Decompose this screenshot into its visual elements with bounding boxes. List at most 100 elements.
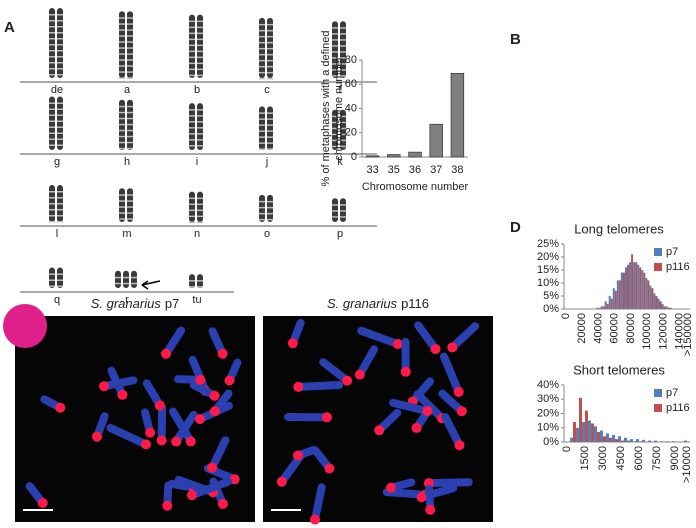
band xyxy=(127,65,133,67)
chromatid xyxy=(119,11,125,78)
telomere-signal xyxy=(55,402,66,413)
chromosome xyxy=(127,11,133,79)
band xyxy=(127,105,133,108)
chromosome xyxy=(142,379,162,407)
band xyxy=(189,286,195,288)
telomere-signal xyxy=(117,389,128,400)
band xyxy=(49,50,55,52)
band xyxy=(189,44,195,47)
band xyxy=(267,53,273,56)
chromosome-label: q xyxy=(54,294,60,306)
x-tick-label: 7500 xyxy=(651,446,663,470)
telomere-signal xyxy=(456,406,467,417)
band xyxy=(49,273,55,275)
chromosome-label: r xyxy=(125,294,129,306)
chromosome xyxy=(131,270,137,288)
chromosome-label: l xyxy=(56,228,58,240)
bar xyxy=(612,434,615,442)
chromosome-label: j xyxy=(265,156,268,168)
telomere-signal xyxy=(224,375,235,386)
band xyxy=(267,41,273,44)
band xyxy=(197,44,203,47)
chromosome xyxy=(49,185,55,223)
band xyxy=(332,145,338,148)
chromosome xyxy=(213,389,233,413)
band xyxy=(57,68,63,70)
band xyxy=(119,212,125,214)
chromosome xyxy=(163,481,173,506)
chromosome-label: p xyxy=(337,228,343,240)
x-tick-label: 100000 xyxy=(641,313,653,350)
legend-swatch xyxy=(654,248,662,256)
telomere-signal xyxy=(162,500,173,511)
legend-swatch xyxy=(654,263,662,271)
band xyxy=(119,47,125,49)
chromosome xyxy=(25,482,45,504)
band xyxy=(49,144,55,146)
band xyxy=(119,35,125,37)
chromosome-label: i xyxy=(196,156,198,168)
chromosome xyxy=(401,337,410,372)
band xyxy=(57,62,63,64)
telomere-signal xyxy=(374,425,385,436)
y-axis-label: % of metaphases with a defined xyxy=(320,31,332,187)
telomere-signal xyxy=(156,435,167,446)
band xyxy=(197,286,203,288)
telomere-signal xyxy=(423,478,434,489)
legend-swatch xyxy=(654,389,662,397)
bar xyxy=(645,277,648,309)
band xyxy=(127,17,133,19)
band xyxy=(119,135,125,138)
y-tick-label: 30% xyxy=(537,393,559,405)
bar xyxy=(618,436,621,442)
chromosome xyxy=(197,103,203,150)
telomere-signal xyxy=(185,436,196,447)
band xyxy=(49,197,55,199)
chromosome-label: c xyxy=(264,84,270,96)
bar xyxy=(643,272,646,309)
band xyxy=(267,23,273,26)
band xyxy=(57,138,63,140)
band xyxy=(267,59,273,62)
chromosome-label: b xyxy=(194,84,200,96)
band xyxy=(340,204,346,206)
band xyxy=(189,215,195,218)
band xyxy=(127,59,133,61)
bar xyxy=(631,254,634,309)
chromatid xyxy=(57,96,63,150)
bar xyxy=(649,285,652,309)
telomere-signal xyxy=(160,348,171,359)
band xyxy=(267,35,273,38)
chromosome xyxy=(319,358,348,383)
telomere-signal xyxy=(447,342,458,353)
y-tick-label: 5% xyxy=(543,290,559,302)
band xyxy=(57,108,63,110)
band xyxy=(127,77,133,79)
band xyxy=(127,23,133,25)
arrow xyxy=(141,280,161,290)
band xyxy=(189,20,195,23)
band xyxy=(189,32,195,35)
bar xyxy=(618,280,621,309)
chromosome xyxy=(119,188,125,222)
band xyxy=(49,44,55,46)
bar xyxy=(576,427,579,442)
band xyxy=(57,26,63,28)
bar xyxy=(609,437,612,442)
band xyxy=(123,276,129,279)
telomere-signal xyxy=(217,498,228,509)
chromosome-label: n xyxy=(194,228,200,240)
band xyxy=(340,39,346,41)
band xyxy=(259,118,265,120)
band xyxy=(57,221,63,223)
chromosome xyxy=(208,327,226,355)
bar xyxy=(639,267,642,309)
band xyxy=(127,47,133,49)
bar xyxy=(624,267,627,309)
bar xyxy=(588,420,591,442)
band xyxy=(127,218,133,220)
legend-label: p7 xyxy=(666,246,678,258)
chromatid xyxy=(197,14,203,79)
chromatid xyxy=(259,106,265,150)
telomere-signal xyxy=(454,440,465,451)
